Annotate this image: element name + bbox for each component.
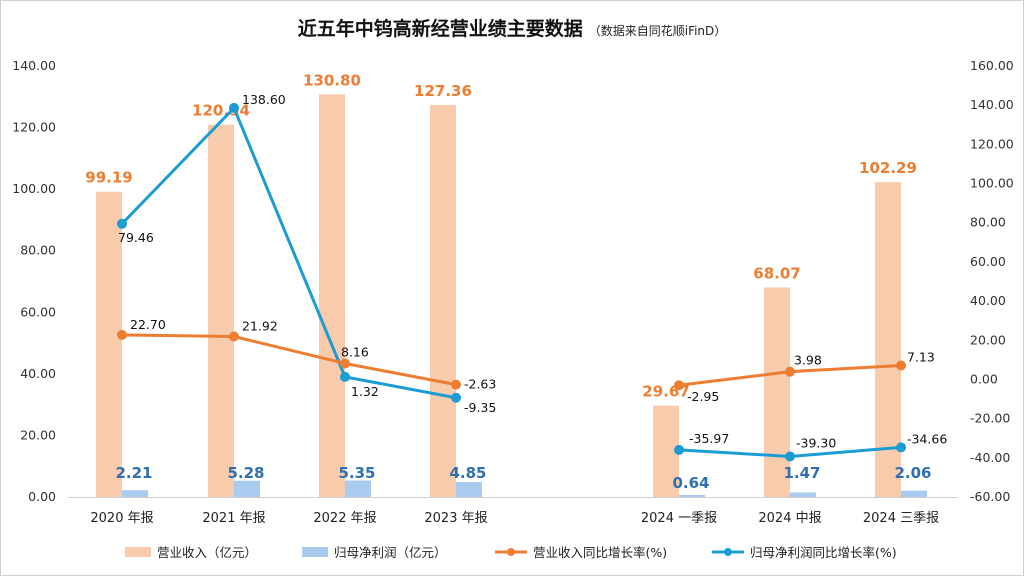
legend-marker-net-profit-growth <box>724 548 732 556</box>
revenue-growth-point <box>896 360 906 371</box>
net-profit-bar-label: 2.21 <box>115 464 152 482</box>
category-label: 2023 年报 <box>424 511 487 526</box>
revenue-bar <box>96 191 122 497</box>
net-profit-bar-label: 4.85 <box>449 464 486 482</box>
left-axis-tick-label: 120.00 <box>12 120 56 135</box>
left-axis-tick-label: 60.00 <box>20 304 56 319</box>
net-profit-growth-point <box>785 451 795 462</box>
net-profit-growth-point <box>340 371 350 382</box>
net-profit-bar-label: 5.35 <box>338 464 375 482</box>
net-profit-bar <box>679 495 705 497</box>
revenue-growth-point <box>785 366 795 377</box>
net-profit-growth-label: 79.46 <box>118 230 154 245</box>
net-profit-growth-label: 138.60 <box>242 92 286 107</box>
category-label: 2024 中报 <box>758 511 821 526</box>
right-axis-tick-label: 60.00 <box>970 254 1006 269</box>
revenue-growth-point <box>340 358 350 369</box>
net-profit-bar-label: 2.06 <box>894 464 931 482</box>
right-axis-tick-label: 100.00 <box>970 176 1014 191</box>
right-axis-tick-label: 160.00 <box>970 58 1014 73</box>
left-axis-tick-label: 80.00 <box>20 243 56 258</box>
revenue-bar <box>764 287 790 497</box>
revenue-growth-point <box>674 380 684 391</box>
legend-swatch-net-profit <box>302 547 328 557</box>
revenue-growth-label: 7.13 <box>907 349 935 364</box>
legend-label-revenue-growth: 营业收入同比增长率(%) <box>533 545 667 560</box>
legend-marker-revenue-growth <box>507 548 515 556</box>
right-axis-tick-label: 140.00 <box>970 97 1014 112</box>
legend-label-revenue: 营业收入（亿元） <box>157 545 257 560</box>
net-profit-bar <box>122 490 148 497</box>
category-label: 2020 年报 <box>90 511 153 526</box>
revenue-bar-label: 99.19 <box>85 169 132 187</box>
net-profit-growth-point <box>229 102 239 113</box>
category-label: 2021 年报 <box>202 511 265 526</box>
net-profit-growth-point <box>451 392 461 403</box>
chart-subtitle: （数据来自同花顺iFinD） <box>588 24 727 38</box>
net-profit-bar <box>901 490 927 497</box>
right-axis-tick-label: -40.00 <box>970 450 1010 465</box>
category-label: 2024 三季报 <box>863 511 939 526</box>
net-profit-bar-label: 1.47 <box>783 464 820 482</box>
right-axis-tick-label: -20.00 <box>970 411 1010 426</box>
legend-swatch-revenue <box>125 547 151 557</box>
left-axis-tick-label: 20.00 <box>20 427 56 442</box>
net-profit-growth-label: -9.35 <box>464 400 496 415</box>
net-profit-bar <box>456 482 482 497</box>
right-axis-tick-label: 40.00 <box>970 293 1006 308</box>
net-profit-growth-line <box>120 106 457 400</box>
category-label: 2024 一季报 <box>641 511 717 526</box>
revenue-bar <box>208 124 234 497</box>
right-axis-tick-label: 0.00 <box>970 371 998 386</box>
net-profit-bar-label: 5.28 <box>227 464 264 482</box>
revenue-bar-label: 102.29 <box>859 159 917 177</box>
revenue-growth-line <box>121 333 457 387</box>
net-profit-growth-point <box>896 442 906 453</box>
net-profit-growth-label: 1.32 <box>351 384 379 399</box>
revenue-growth-label: 8.16 <box>341 344 369 359</box>
revenue-growth-point <box>117 329 127 340</box>
legend-label-net-profit-growth: 归母净利润同比增长率(%) <box>750 545 897 560</box>
revenue-growth-point <box>451 379 461 390</box>
revenue-growth-point <box>229 331 239 342</box>
net-profit-growth-point <box>674 444 684 455</box>
net-profit-bar <box>790 492 816 497</box>
revenue-bar-label: 127.36 <box>414 82 472 100</box>
left-axis-tick-label: 0.00 <box>28 489 56 504</box>
net-profit-growth-label: -35.97 <box>689 431 729 446</box>
revenue-growth-label: 22.70 <box>130 317 166 332</box>
revenue-bar <box>430 104 456 497</box>
left-axis-tick-label: 40.00 <box>20 366 56 381</box>
revenue-growth-label: -2.95 <box>687 389 719 404</box>
legend-label-net-profit: 归母净利润（亿元） <box>334 545 447 560</box>
net-profit-bar <box>234 480 260 497</box>
right-axis-tick-label: 80.00 <box>970 215 1006 230</box>
revenue-bar <box>875 182 901 497</box>
revenue-bar-label: 68.07 <box>753 264 800 282</box>
left-axis-tick-label: 140.00 <box>12 58 56 73</box>
net-profit-growth-label: -39.30 <box>796 435 836 450</box>
net-profit-bar-label: 0.64 <box>672 474 709 492</box>
chart-title: 近五年中钨高新经营业绩主要数据 <box>297 18 583 40</box>
net-profit-growth-point <box>117 218 127 229</box>
right-axis-tick-label: 120.00 <box>970 136 1014 151</box>
left-axis-tick-label: 100.00 <box>12 181 56 196</box>
right-axis-tick-label: -60.00 <box>970 489 1010 504</box>
revenue-bar-label: 130.80 <box>303 71 361 89</box>
revenue-growth-label: 21.92 <box>242 319 278 334</box>
net-profit-bar <box>345 480 371 497</box>
revenue-bar <box>319 94 345 497</box>
revenue-growth-label: 3.98 <box>794 353 822 368</box>
net-profit-growth-label: -34.66 <box>907 431 947 446</box>
revenue-growth-label: -2.63 <box>464 377 496 392</box>
chart-title-block: 近五年中钨高新经营业绩主要数据 （数据来自同花顺iFinD） <box>0 14 1024 41</box>
category-label: 2022 年报 <box>313 511 376 526</box>
right-axis-tick-label: 20.00 <box>970 332 1006 347</box>
